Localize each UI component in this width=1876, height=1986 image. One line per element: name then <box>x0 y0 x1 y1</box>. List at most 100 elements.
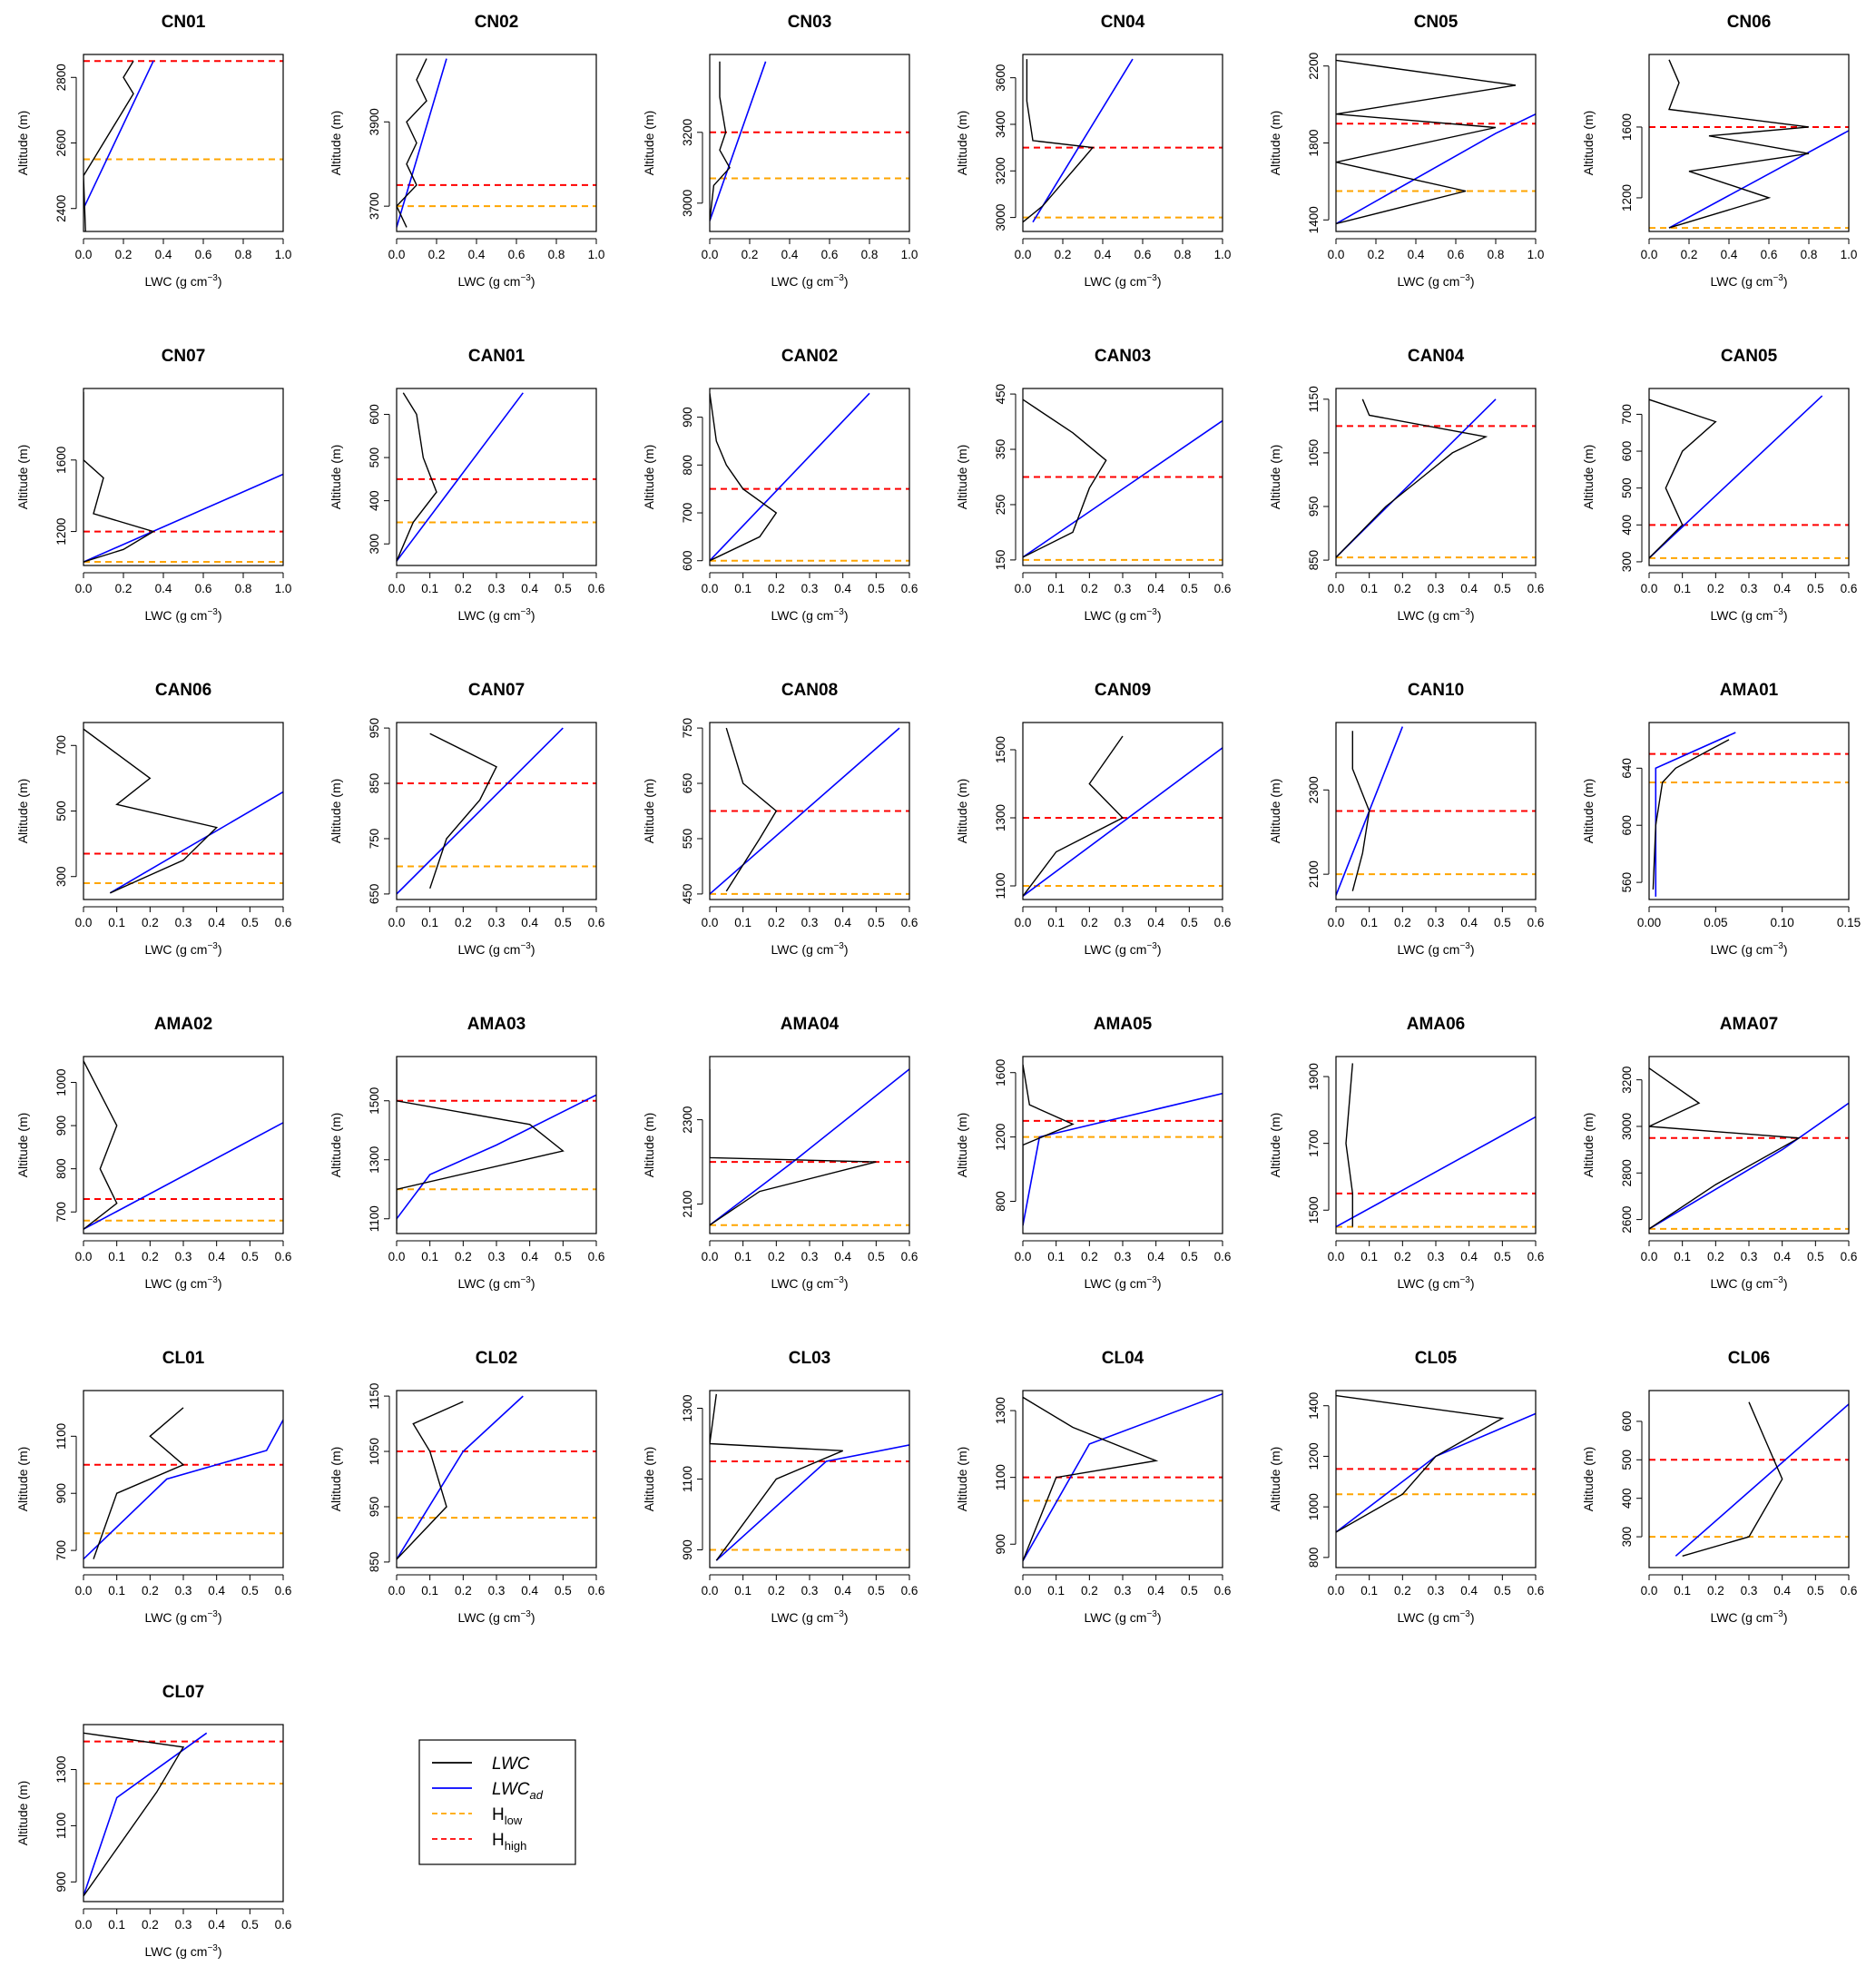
y-tick-label: 850 <box>1307 550 1321 571</box>
y-axis: 1200 1600 Altitude (m) <box>1581 111 1643 211</box>
x-tick-label: 0.5 <box>555 582 572 595</box>
plot-area <box>397 58 596 228</box>
x-tick-label: 0.0 <box>702 1250 719 1263</box>
x-tick-label: 1.0 <box>1214 248 1232 261</box>
x-axis-label: LWC (g cm−3) <box>457 1275 535 1291</box>
x-tick-label: 0.2 <box>142 916 159 929</box>
lwc-ad-series <box>710 392 870 562</box>
x-tick-label: 1.0 <box>275 248 292 261</box>
plot-frame <box>1022 1056 1223 1234</box>
plot-area <box>83 1732 283 1897</box>
y-tick-label: 500 <box>1620 477 1634 498</box>
subplot-title: CL04 <box>1102 1349 1144 1368</box>
x-tick-label: 0.6 <box>901 1250 918 1263</box>
x-axis-label: LWC (g cm−3) <box>771 941 848 957</box>
x-tick-label: 0.4 <box>155 248 172 261</box>
x-tick-label: 0.6 <box>1527 582 1545 595</box>
y-tick-label: 950 <box>368 1497 381 1518</box>
y-axis: 300 400 500 600 Altitude (m) <box>329 404 390 554</box>
plot-area <box>710 392 909 562</box>
y-tick-label: 1100 <box>681 1466 694 1492</box>
x-axis-label-unit-exp: −3 <box>1146 1275 1157 1285</box>
y-tick-label: 450 <box>994 384 1007 405</box>
x-axis-label-unit-exp: −3 <box>207 607 218 617</box>
plot-frame <box>1022 1390 1223 1568</box>
y-tick-label: 1600 <box>994 1059 1007 1086</box>
x-tick-label: 1.0 <box>1527 248 1545 261</box>
x-tick-label: 0.8 <box>235 582 252 595</box>
lwc-ad-series <box>397 392 524 562</box>
plot-frame <box>1648 1390 1850 1568</box>
legend-label-sub: ad <box>530 1788 544 1802</box>
x-tick-label: 0.5 <box>868 582 885 595</box>
lwc-series <box>1336 59 1517 225</box>
x-tick-label: 0.5 <box>241 1918 259 1932</box>
legend-label: Hhigh <box>492 1831 526 1853</box>
x-axis-label-close: ) <box>1783 942 1788 957</box>
y-axis: 150 250 350 450 Altitude (m) <box>955 384 1017 570</box>
y-axis-label: Altitude (m) <box>15 1781 30 1846</box>
x-axis: 0.0 0.1 0.2 0.3 0.4 0.5 0.6 LWC (g cm−3) <box>1328 1574 1544 1625</box>
x-tick-label: 0.3 <box>488 582 506 595</box>
y-axis-label: Altitude (m) <box>329 111 343 176</box>
plot-frame <box>396 54 597 232</box>
y-tick-label: 850 <box>368 773 381 794</box>
x-tick-label: 0.4 <box>1460 582 1478 595</box>
x-tick-label: 0.1 <box>1360 1250 1378 1263</box>
subplot-cn05: CN05 0.0 0.2 0.4 0.6 0.8 1.0 LWC (g cm−3) 1400 18… <box>1268 13 1544 289</box>
x-tick-label: 0.3 <box>488 1584 506 1598</box>
x-axis-label-close: ) <box>531 608 535 623</box>
plot-area <box>83 1407 283 1560</box>
x-tick-label: 0.4 <box>834 916 851 929</box>
x-tick-label: 0.4 <box>468 248 486 261</box>
x-tick-label: 0.2 <box>115 582 133 595</box>
x-tick-label: 0.0 <box>1641 1250 1658 1263</box>
x-tick-label: 0.0 <box>388 1584 406 1598</box>
y-axis-label: Altitude (m) <box>329 779 343 844</box>
x-axis-label-unit-exp: −3 <box>1459 1609 1470 1619</box>
lwc-series <box>1682 1401 1783 1557</box>
lwc-ad-series <box>710 61 767 221</box>
x-tick-label: 0.0 <box>388 248 406 261</box>
x-tick-label: 0.4 <box>1460 1250 1478 1263</box>
x-tick-label: 0.4 <box>1773 582 1791 595</box>
x-tick-label: 0.2 <box>768 582 785 595</box>
x-axis-label: LWC (g cm−3) <box>1397 273 1474 289</box>
x-axis-label-close: ) <box>1783 608 1788 623</box>
x-tick-label: 0.0 <box>75 248 93 261</box>
x-tick-label: 0.4 <box>155 582 172 595</box>
x-axis: 0.0 0.2 0.4 0.6 0.8 1.0 LWC (g cm−3) <box>75 238 292 289</box>
subplot-cn07: CN07 0.0 0.2 0.4 0.6 0.8 1.0 LWC (g cm−3) 1200 16… <box>15 347 291 623</box>
x-tick-label: 0.5 <box>1181 1250 1198 1263</box>
x-tick-label: 0.0 <box>388 916 406 929</box>
x-tick-label: 0.5 <box>1181 1584 1198 1598</box>
plot-frame <box>1335 722 1537 900</box>
x-tick-label: 0.3 <box>1428 1250 1445 1263</box>
x-tick-label: 0.6 <box>1214 1584 1232 1598</box>
x-tick-label: 0.1 <box>108 1584 125 1598</box>
x-tick-label: 0.0 <box>1641 248 1658 261</box>
x-axis-label: LWC (g cm−3) <box>771 607 848 623</box>
x-tick-label: 0.3 <box>1741 1584 1758 1598</box>
x-tick-label: 0.3 <box>1115 1584 1132 1598</box>
x-tick-label: 0.0 <box>702 248 719 261</box>
subplot-ama02: AMA02 0.0 0.1 0.2 0.3 0.4 0.5 0.6 LWC (g cm−3) 70… <box>15 1015 291 1291</box>
y-axis-label: Altitude (m) <box>1581 779 1596 844</box>
x-axis-label-unit-exp: −3 <box>1773 273 1783 283</box>
plot-frame <box>1022 388 1223 566</box>
lwc-ad-series <box>109 791 283 894</box>
lwc-ad-series <box>1336 113 1536 225</box>
subplot-title: CL06 <box>1728 1349 1770 1368</box>
y-axis-label: Altitude (m) <box>15 779 30 844</box>
x-tick-label: 0.2 <box>768 916 785 929</box>
x-tick-label: 0.2 <box>1055 248 1072 261</box>
plot-frame <box>83 722 284 900</box>
plot-area <box>1023 1392 1223 1561</box>
x-axis-label: LWC (g cm−3) <box>1084 1609 1161 1625</box>
x-tick-label: 0.2 <box>768 1250 785 1263</box>
x-tick-label: 0.2 <box>1081 1250 1098 1263</box>
x-axis-label: LWC (g cm−3) <box>1710 607 1787 623</box>
plot-area <box>1336 59 1536 225</box>
x-tick-label: 0.0 <box>1328 1584 1345 1598</box>
y-tick-label: 3000 <box>1620 1113 1634 1140</box>
